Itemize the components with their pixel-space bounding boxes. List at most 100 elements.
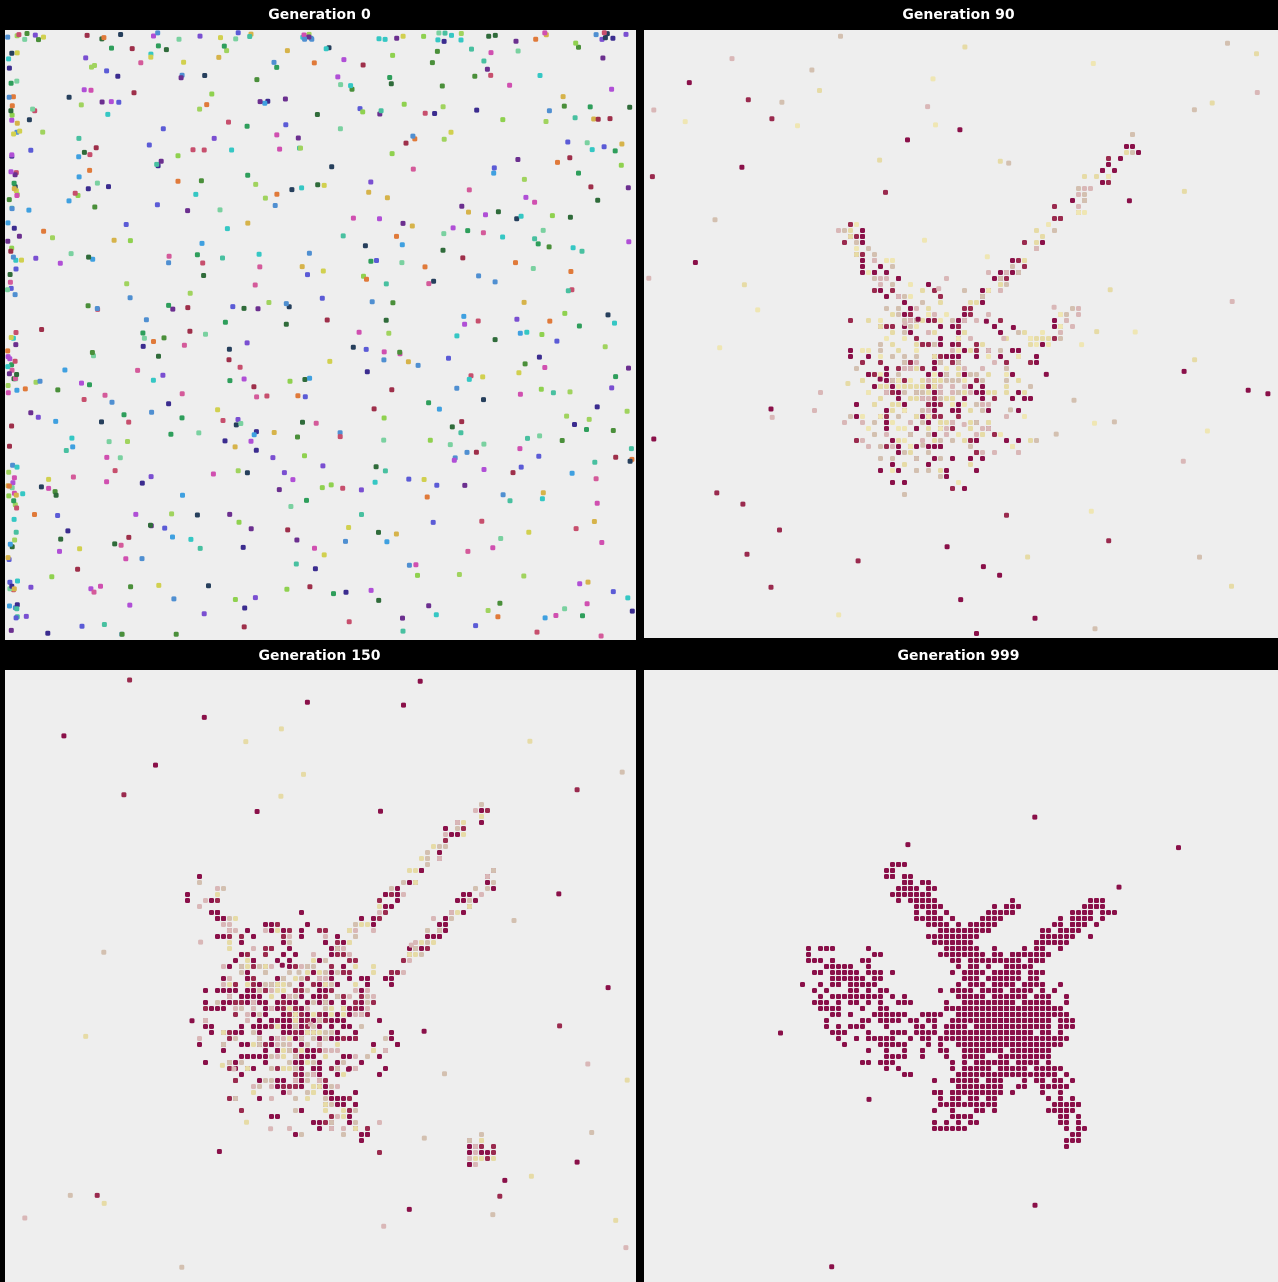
cell xyxy=(257,1036,262,1041)
cell xyxy=(323,994,328,999)
cell xyxy=(914,904,919,909)
cell xyxy=(221,1000,226,1005)
cell xyxy=(1004,378,1009,383)
cell xyxy=(872,432,877,437)
cell xyxy=(239,952,244,957)
cell xyxy=(299,994,304,999)
cell xyxy=(467,898,472,903)
cell xyxy=(99,419,104,425)
cell xyxy=(353,1108,358,1113)
cell xyxy=(896,444,901,449)
cell xyxy=(1070,198,1075,203)
cell xyxy=(536,354,542,360)
cell xyxy=(301,771,306,777)
cell xyxy=(263,952,268,957)
cell xyxy=(956,1006,961,1011)
cell xyxy=(1046,1030,1051,1035)
cell xyxy=(920,880,925,885)
cell xyxy=(598,633,604,639)
cell xyxy=(902,880,907,885)
cell xyxy=(938,336,943,341)
cell xyxy=(1022,1084,1027,1089)
cell xyxy=(269,1036,274,1041)
cell xyxy=(317,1024,322,1029)
cell xyxy=(860,258,865,263)
cell xyxy=(950,1036,955,1041)
cell xyxy=(938,300,943,305)
cell xyxy=(1040,1078,1045,1083)
cell xyxy=(263,982,268,987)
cell xyxy=(413,868,418,873)
cell xyxy=(179,1264,185,1270)
cell xyxy=(532,236,538,242)
cell xyxy=(441,136,447,142)
cell xyxy=(1094,329,1100,335)
cell xyxy=(233,1006,238,1011)
cell xyxy=(902,354,907,359)
cell xyxy=(378,808,383,814)
cell xyxy=(992,1042,997,1047)
cell xyxy=(127,238,133,244)
cell xyxy=(209,1030,214,1035)
cell xyxy=(872,976,877,981)
cell xyxy=(992,1048,997,1053)
cell xyxy=(1028,970,1033,975)
cell xyxy=(209,910,214,915)
cell xyxy=(896,426,901,431)
cell xyxy=(938,1042,943,1047)
cell xyxy=(257,1024,262,1029)
cell xyxy=(235,30,241,36)
cell xyxy=(338,82,344,88)
cell xyxy=(383,976,388,981)
cell xyxy=(323,1000,328,1005)
cell xyxy=(498,536,504,541)
cell xyxy=(842,964,847,969)
cell xyxy=(275,928,280,933)
cell xyxy=(535,241,541,247)
cell xyxy=(914,456,919,461)
cell xyxy=(337,434,343,440)
cell xyxy=(1064,1108,1069,1113)
cell xyxy=(1058,1090,1063,1095)
cell xyxy=(1034,1048,1039,1053)
cell xyxy=(481,441,487,447)
cell xyxy=(262,100,268,106)
cell xyxy=(997,158,1003,164)
cell xyxy=(926,342,931,347)
cell xyxy=(102,392,108,398)
cell xyxy=(992,1090,997,1095)
cell xyxy=(442,30,448,36)
cell xyxy=(1052,1042,1057,1047)
cell xyxy=(22,36,28,42)
cell xyxy=(296,969,302,975)
cell xyxy=(497,1193,503,1199)
cell xyxy=(974,631,979,636)
cell xyxy=(66,198,72,204)
cell xyxy=(908,898,913,903)
cell xyxy=(185,305,191,311)
cell xyxy=(227,916,232,921)
cell xyxy=(359,1000,364,1005)
cell xyxy=(1034,1012,1039,1017)
cell xyxy=(932,1024,937,1029)
cell xyxy=(890,994,895,999)
cell xyxy=(902,390,907,395)
cell xyxy=(335,970,340,975)
cell xyxy=(956,480,961,485)
cell xyxy=(401,880,406,885)
cell xyxy=(854,994,859,999)
cell xyxy=(1090,61,1096,66)
cell xyxy=(200,260,206,266)
cell xyxy=(980,366,985,371)
cell xyxy=(560,94,566,100)
cell xyxy=(860,270,865,275)
cell xyxy=(437,928,442,933)
cell xyxy=(269,982,274,987)
cell xyxy=(211,135,217,141)
cell xyxy=(872,384,877,389)
cell xyxy=(1040,946,1045,951)
cell xyxy=(83,55,89,61)
cell xyxy=(467,1144,472,1149)
cell xyxy=(491,1156,496,1161)
cell xyxy=(240,544,246,550)
